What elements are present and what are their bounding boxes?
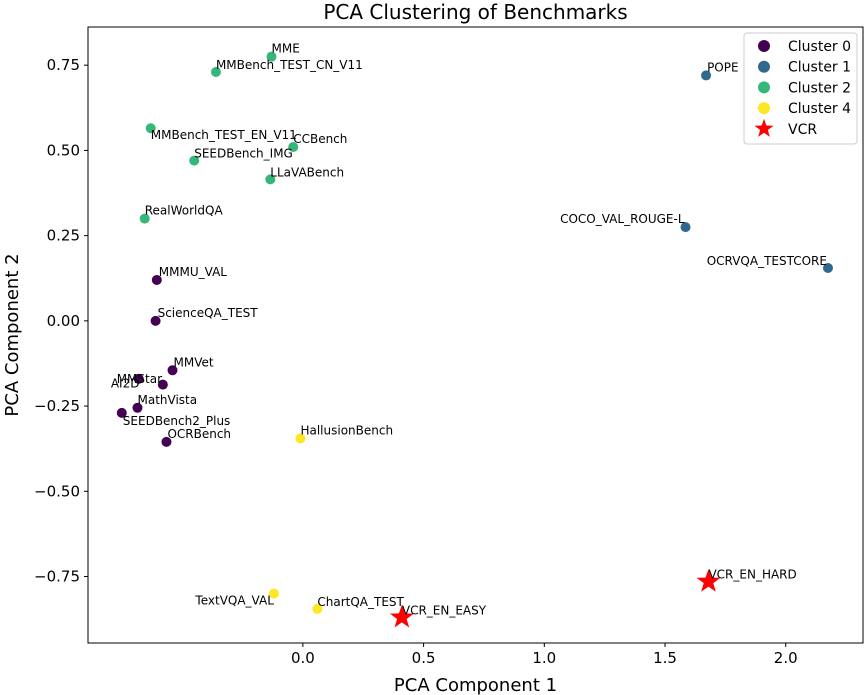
point-hallusionbench bbox=[295, 433, 306, 444]
star-marker-vcr-en-easy bbox=[389, 604, 414, 628]
point-label-ccbench: CCBench bbox=[293, 132, 347, 146]
x-tick-label: 1.5 bbox=[653, 649, 677, 667]
point-label-chartqa-test: ChartQA_TEST bbox=[317, 595, 404, 609]
legend-marker-cluster-2 bbox=[758, 81, 770, 94]
x-tick-label: 1.0 bbox=[532, 649, 556, 667]
legend-marker-cluster-0 bbox=[758, 40, 770, 52]
point-label-mathvista: MathVista bbox=[137, 393, 197, 407]
point-mmbench-test-en-v11 bbox=[145, 123, 156, 134]
legend-items: Cluster 0 Cluster 1 Cluster 2 Cluster 4 VCR bbox=[754, 39, 851, 138]
point-mmstar bbox=[133, 373, 144, 384]
point-mmmu-val bbox=[151, 274, 162, 285]
point-label-llavabench: LLaVABench bbox=[270, 165, 344, 179]
point-label-mmbench-test-cn-v11: MMBench_TEST_CN_V11 bbox=[216, 58, 363, 72]
point-scienceqa-test bbox=[150, 315, 161, 326]
plot-area bbox=[88, 27, 863, 643]
x-tick-label: 0.5 bbox=[412, 649, 436, 667]
point-textvqa-val bbox=[268, 588, 279, 599]
y-tick-label: −0.75 bbox=[34, 568, 80, 586]
point-mmvet bbox=[167, 365, 178, 376]
point-mathvista bbox=[132, 402, 143, 413]
point-ocrbench bbox=[161, 436, 172, 447]
legend-marker-vcr bbox=[754, 118, 774, 137]
point-label-ai2d: AI2D bbox=[111, 377, 140, 391]
y-tick-label: 0.50 bbox=[47, 141, 80, 159]
point-label-pope: POPE bbox=[707, 60, 739, 74]
point-mme bbox=[266, 51, 277, 62]
plot-frame bbox=[87, 26, 864, 644]
point-label-ocrvqa-testcore: OCRVQA_TESTCORE bbox=[707, 254, 827, 268]
point-chartqa-test bbox=[312, 603, 323, 614]
point-coco-val-rouge-l bbox=[680, 222, 691, 233]
y-axis-title: PCA Component 2 bbox=[2, 253, 23, 416]
point-llavabench bbox=[265, 174, 276, 185]
legend-label-cluster-1: Cluster 1 bbox=[788, 60, 851, 76]
legend-marker-cluster-4 bbox=[758, 102, 770, 115]
point-ocrvqa-testcore bbox=[822, 263, 833, 274]
point-label-mmstar: MMStar bbox=[117, 372, 162, 386]
point-label-ocrbench: OCRBench bbox=[167, 427, 231, 441]
point-label-hallusionbench: HallusionBench bbox=[300, 423, 393, 437]
point-label-mme: MME bbox=[271, 42, 299, 56]
points-layer bbox=[116, 51, 833, 628]
point-label-seedbench2-plus: SEEDBench2_Plus bbox=[123, 414, 231, 428]
point-label-vcr-en-easy: VCR_EN_EASY bbox=[402, 603, 487, 617]
chart-title: PCA Clustering of Benchmarks bbox=[323, 0, 627, 24]
point-mmbench-test-cn-v11 bbox=[210, 66, 221, 77]
point-label-textvqa-val: TextVQA_VAL bbox=[194, 594, 274, 608]
point-label-coco-val-rouge-l: COCO_VAL_ROUGE-L bbox=[560, 212, 685, 226]
point-seedbench2-plus bbox=[116, 407, 127, 418]
point-pope bbox=[701, 70, 712, 81]
legend: Cluster 0 Cluster 1 Cluster 2 Cluster 4 VCR bbox=[743, 32, 858, 145]
y-axis-ticks: −0.75 −0.50 −0.25 0.00 0.25 0.50 0.75 bbox=[34, 56, 88, 586]
legend-marker-cluster-1 bbox=[758, 60, 770, 73]
x-axis-title: PCA Component 1 bbox=[394, 675, 557, 695]
point-seedbench-img bbox=[189, 155, 200, 166]
legend-label-cluster-0: Cluster 0 bbox=[788, 39, 851, 55]
x-tick-label: 0.0 bbox=[291, 649, 315, 667]
legend-label-cluster-2: Cluster 2 bbox=[788, 80, 851, 96]
point-label-mmbench-test-en-v11: MMBench_TEST_EN_V11 bbox=[151, 128, 297, 142]
point-label-mmvet: MMVet bbox=[174, 355, 214, 369]
point-label-scienceqa-test: ScienceQA_TEST bbox=[158, 306, 259, 320]
y-tick-label: 0.25 bbox=[47, 227, 80, 245]
x-axis-ticks: 0.0 0.5 1.0 1.5 2.0 bbox=[291, 643, 798, 667]
point-label-realworldqa: RealWorldQA bbox=[145, 204, 224, 218]
y-tick-label: 0.00 bbox=[47, 312, 80, 330]
point-realworldqa bbox=[139, 213, 150, 224]
x-tick-label: 2.0 bbox=[774, 649, 798, 667]
point-label-seedbench-img: SEEDBench_IMG bbox=[194, 147, 293, 161]
y-tick-label: −0.50 bbox=[34, 482, 80, 500]
point-label-mmmu-val: MMMU_VAL bbox=[159, 265, 227, 279]
legend-label-vcr: VCR bbox=[788, 122, 817, 138]
point-ai2d bbox=[157, 379, 168, 390]
point-ccbench bbox=[288, 141, 299, 152]
point-label-vcr-en-hard: VCR_EN_HARD bbox=[708, 568, 796, 582]
star-marker-vcr-en-hard bbox=[696, 569, 721, 592]
y-tick-label: 0.75 bbox=[47, 56, 80, 74]
y-tick-label: −0.25 bbox=[34, 397, 80, 415]
legend-label-cluster-4: Cluster 4 bbox=[788, 101, 851, 117]
legend-box bbox=[743, 32, 858, 145]
